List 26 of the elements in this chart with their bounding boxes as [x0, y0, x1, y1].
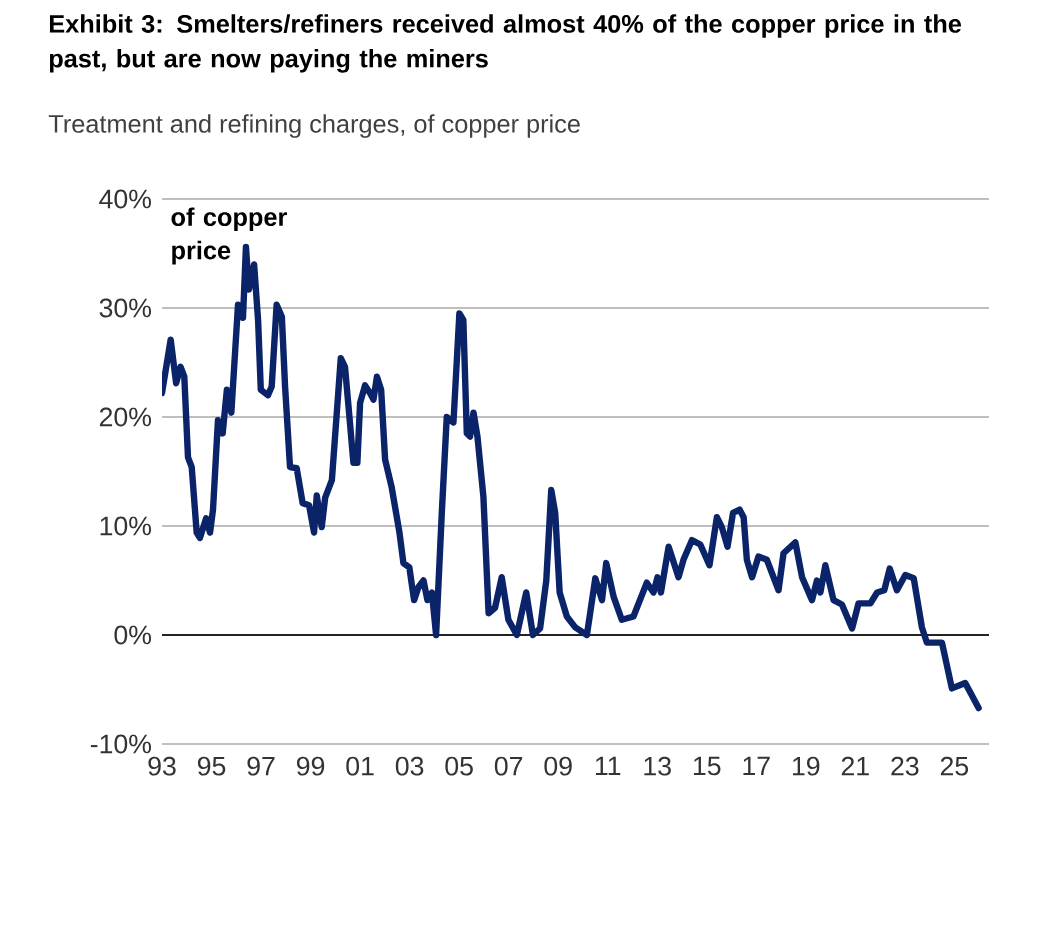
x-tick-label: 99	[296, 756, 325, 776]
x-tick-label: 07	[494, 756, 523, 776]
y-tick-label: 20%	[99, 407, 151, 427]
y-tick-label: 40%	[99, 189, 151, 209]
x-tick-label: 23	[891, 756, 919, 776]
y-axis-title: of copper price	[171, 207, 287, 265]
x-tick-label: 15	[693, 756, 721, 776]
x-tick-label: 01	[346, 756, 374, 776]
x-tick-label: 17	[743, 756, 770, 776]
x-tick-label: 05	[445, 756, 473, 776]
x-tick-label: 13	[644, 756, 671, 776]
y-tick-label: 0%	[114, 625, 151, 645]
x-tick-label: 93	[148, 756, 176, 776]
chart-title: Exhibit 3: Smelters/refiners received almost 40% of the copper price in the past, but are now paying the miners	[49, 14, 962, 73]
x-tick-label: 11	[595, 756, 621, 776]
y-tick-label: -10%	[90, 734, 151, 754]
x-tick-label: 19	[792, 756, 820, 776]
x-tick-label: 95	[197, 756, 226, 776]
y-tick-label: 10%	[100, 516, 151, 536]
x-tick-label: 03	[395, 756, 424, 776]
x-tick-label: 25	[940, 756, 969, 776]
x-tick-label: 21	[841, 756, 869, 776]
x-tick-label: 09	[544, 756, 572, 776]
x-tick-label: 97	[247, 756, 275, 776]
y-tick-label: 30%	[99, 298, 151, 318]
chart-subtitle: Treatment and refining charges, of copper price	[48, 114, 580, 138]
